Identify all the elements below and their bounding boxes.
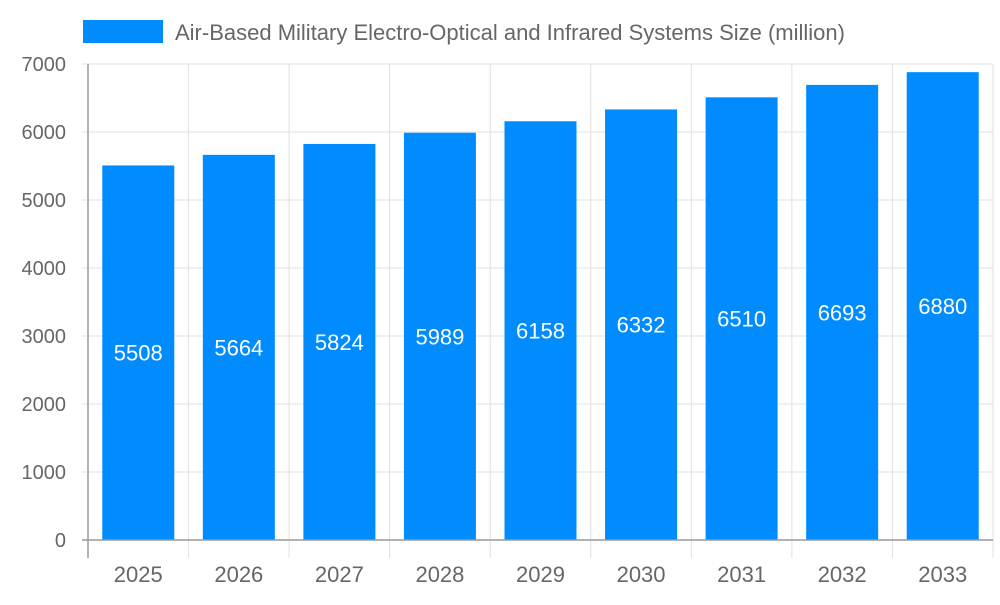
x-tick-label: 2032 xyxy=(818,562,867,587)
bar xyxy=(102,165,175,540)
data-label: 5989 xyxy=(415,324,464,349)
bar xyxy=(705,97,778,540)
data-label: 6880 xyxy=(918,294,967,319)
bar xyxy=(303,143,376,540)
x-tick-label: 2025 xyxy=(114,562,163,587)
bar xyxy=(605,109,678,540)
x-tick-label: 2028 xyxy=(415,562,464,587)
data-label: 6158 xyxy=(516,319,565,344)
data-label: 5664 xyxy=(214,335,263,360)
x-tick-label: 2029 xyxy=(516,562,565,587)
data-label: 6332 xyxy=(617,313,666,338)
y-tick-label: 2000 xyxy=(22,394,67,416)
data-label: 5508 xyxy=(114,341,163,366)
data-label: 5824 xyxy=(315,330,364,355)
x-tick-label: 2026 xyxy=(214,562,263,587)
legend-swatch xyxy=(83,20,163,43)
bar xyxy=(906,72,979,540)
bar xyxy=(504,121,577,541)
bar xyxy=(403,132,476,541)
y-tick-label: 4000 xyxy=(22,258,67,280)
bars: 5508 5664 5824 5989 6158 6332 6510 6693 6880 xyxy=(102,72,979,541)
y-tick-label: 3000 xyxy=(22,326,67,348)
y-tick-label: 7000 xyxy=(22,54,67,76)
x-tick-label: 2027 xyxy=(315,562,364,587)
y-tick-label: 6000 xyxy=(22,122,67,144)
y-tick-label: 5000 xyxy=(22,190,67,212)
x-tick-label: 2033 xyxy=(918,562,967,587)
legend[interactable]: Air-Based Military Electro-Optical and I… xyxy=(83,20,845,45)
axes: 0 1000 2000 3000 4000 5000 6000 7000 2025 2026 202… xyxy=(22,54,993,587)
bar xyxy=(806,84,879,540)
data-label: 6693 xyxy=(818,300,867,325)
y-tick-label: 0 xyxy=(55,530,66,552)
legend-label: Air-Based Military Electro-Optical and I… xyxy=(175,20,845,45)
y-tick-label: 1000 xyxy=(22,462,67,484)
bar xyxy=(202,154,275,540)
data-label: 6510 xyxy=(717,307,766,332)
x-tick-label: 2030 xyxy=(617,562,666,587)
x-tick-label: 2031 xyxy=(717,562,766,587)
